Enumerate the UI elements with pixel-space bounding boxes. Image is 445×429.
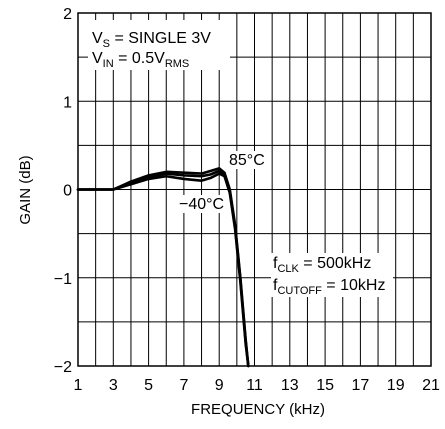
annotation-clock-sub: CLK xyxy=(277,263,299,275)
series-line-2 xyxy=(76,172,250,368)
y-tick-label: −2 xyxy=(54,359,72,376)
annotation-supply-sub: S xyxy=(103,38,110,50)
annotation-supply: VS = SINGLE 3V xyxy=(92,30,211,50)
x-tick-label: 17 xyxy=(352,377,370,394)
annotation-clock-main: f xyxy=(273,255,278,272)
x-tick-label: 1 xyxy=(74,377,83,394)
annotation-supply-main: V xyxy=(92,30,103,47)
annotation-cutoff: fCUTOFF = 10kHz xyxy=(273,277,385,297)
y-tick-label: −1 xyxy=(54,271,72,288)
y-tick-label: 2 xyxy=(63,6,72,23)
x-axis-title: FREQUENCY (kHz) xyxy=(191,401,325,418)
annotation-input: VIN = 0.5VRMS xyxy=(92,50,189,70)
series-label-minus40c: −40°C xyxy=(179,196,224,213)
annotation-input-main: V xyxy=(92,50,103,67)
label-bg-hot xyxy=(227,151,269,169)
x-tick-label: 9 xyxy=(215,377,224,394)
y-axis-title: GAIN (dB) xyxy=(17,155,34,224)
plot-border xyxy=(77,12,432,367)
plot-frame xyxy=(77,12,432,367)
x-tick-label: 15 xyxy=(316,377,334,394)
annotation-input-rest: = 0.5V xyxy=(114,50,165,67)
y-tick-label: 1 xyxy=(63,94,72,111)
series-label-85c: 85°C xyxy=(229,152,265,169)
x-tick-label: 11 xyxy=(246,377,263,394)
annotation-cutoff-rest: = 10kHz xyxy=(322,277,386,294)
grid xyxy=(78,13,431,366)
x-tick-label: 7 xyxy=(179,377,188,394)
annotation-input-sub: IN xyxy=(103,58,114,70)
x-tick-label: 3 xyxy=(109,377,118,394)
annotation-clock: fCLK = 500kHz xyxy=(273,255,371,275)
y-tick-label: 0 xyxy=(63,183,72,200)
annotation-cutoff-sub: CUTOFF xyxy=(277,285,322,297)
annotation-bg-clock xyxy=(271,253,393,297)
annotation-clock-rest: = 500kHz xyxy=(299,255,371,272)
x-tick-label: 5 xyxy=(144,377,153,394)
annotation-supply-rest: = SINGLE 3V xyxy=(110,30,211,47)
x-tick-label: 13 xyxy=(281,377,299,394)
x-tick-label: 19 xyxy=(387,377,405,394)
annotation-cutoff-main: f xyxy=(273,277,278,294)
annotation-bg-conditions xyxy=(88,20,230,70)
label-bg-cold xyxy=(178,195,228,213)
series-group xyxy=(76,167,250,368)
annotation-input-sub2: RMS xyxy=(165,58,189,70)
x-tick-label: 21 xyxy=(422,377,440,394)
